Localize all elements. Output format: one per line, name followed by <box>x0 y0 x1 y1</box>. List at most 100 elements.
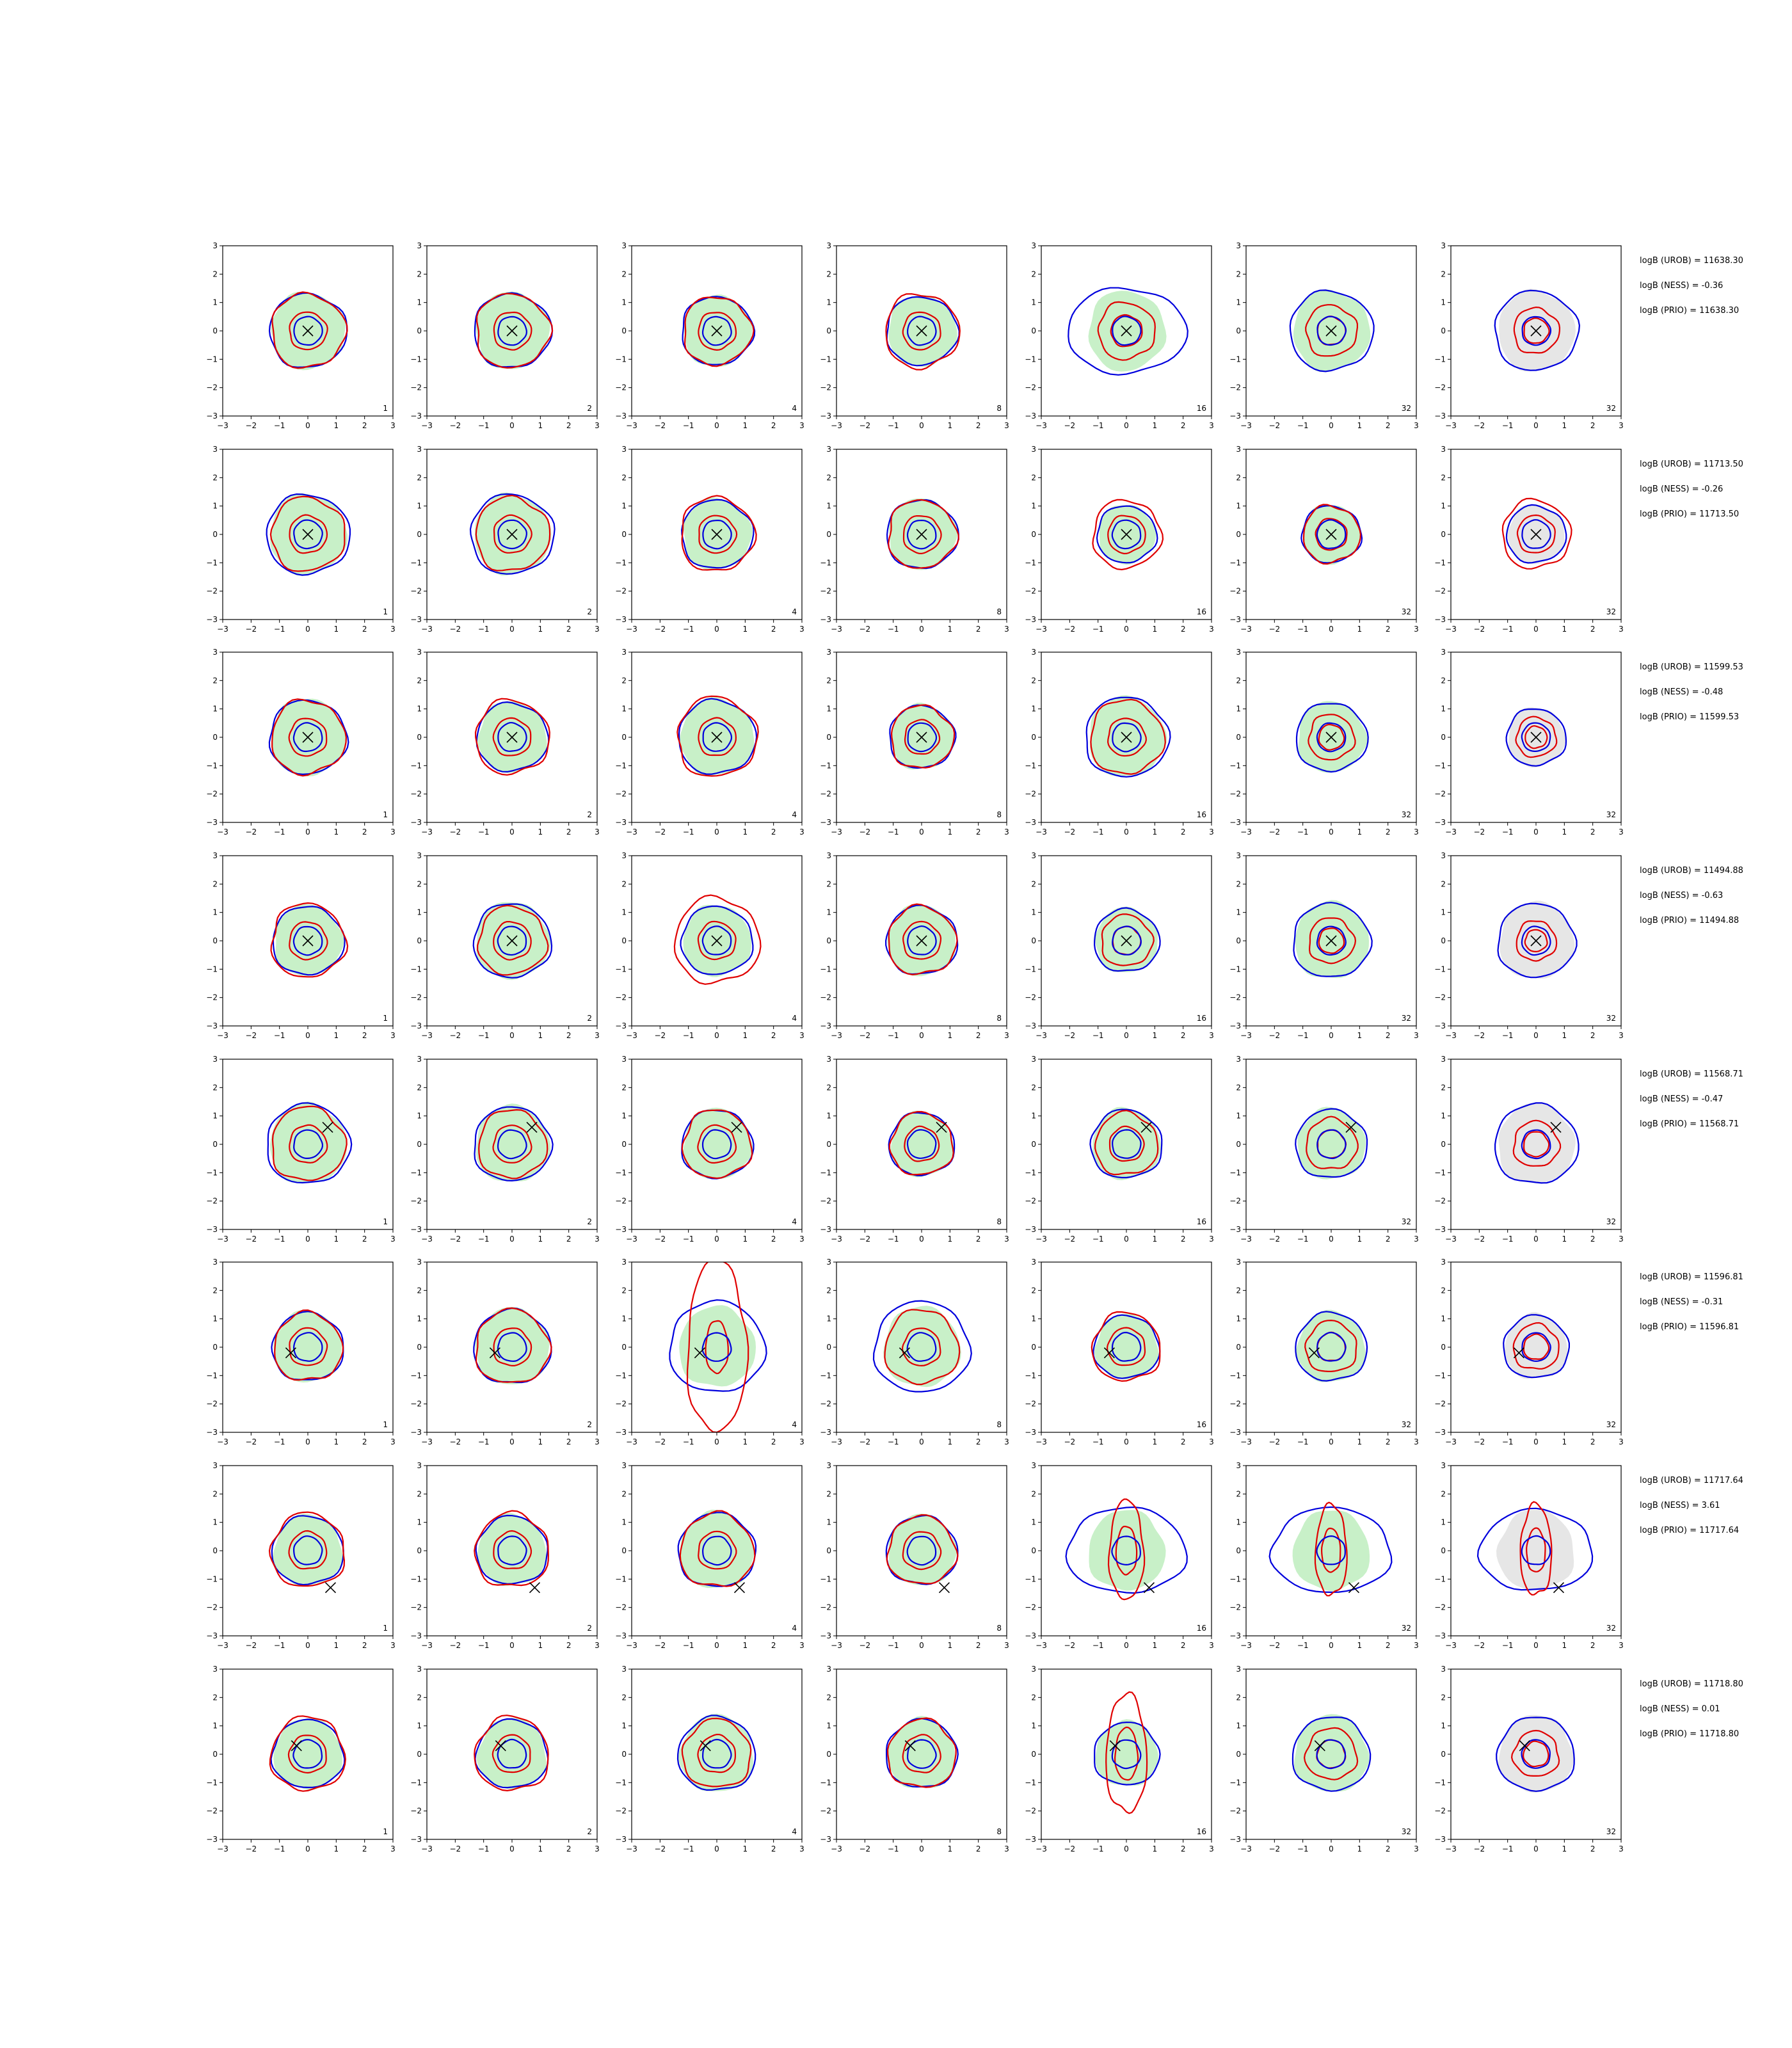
y-tick-label: −3 <box>615 818 627 827</box>
x-tick-label: −1 <box>1092 1235 1104 1244</box>
panel-label: 32 <box>1606 1014 1616 1023</box>
density-fill <box>1089 1510 1166 1591</box>
x-tick-label: 0 <box>714 1437 719 1446</box>
red-contour-outer <box>476 904 549 976</box>
y-tick-label: 0 <box>826 1343 831 1352</box>
red-contour-inner <box>698 312 737 351</box>
y-tick-label: 3 <box>417 648 422 657</box>
y-tick-label: 1 <box>1441 502 1446 511</box>
y-tick-label: 3 <box>621 648 627 657</box>
y-tick-label: 1 <box>212 1518 218 1527</box>
y-tick-label: 1 <box>621 1722 627 1731</box>
y-tick-label: 1 <box>826 705 831 714</box>
red-contour-inner <box>289 1327 328 1366</box>
x-tick-label: 0 <box>1124 1844 1129 1853</box>
y-tick-label: 0 <box>417 530 422 539</box>
red-contour-outer <box>476 1307 552 1383</box>
y-tick-label: 3 <box>212 1055 218 1064</box>
blue-contour-outer <box>680 905 754 975</box>
y-tick-label: 0 <box>826 936 831 945</box>
x-tick-label: −3 <box>1445 1235 1457 1244</box>
x-tick-label: 2 <box>1181 1844 1186 1853</box>
panel-label: 32 <box>1402 1827 1411 1836</box>
x-tick-label: 3 <box>1414 1235 1419 1244</box>
y-tick-label: −1 <box>1025 761 1036 770</box>
x-tick-label: 1 <box>948 421 953 430</box>
x-tick-label: −1 <box>1297 828 1309 836</box>
y-tick-label: 2 <box>621 1693 627 1702</box>
red-contour-inner <box>1320 1527 1341 1573</box>
x-tick-label: 1 <box>538 625 543 634</box>
y-tick-label: 0 <box>1031 530 1036 539</box>
row-stat: logB (PRIO) = 11494.88 <box>1640 916 1739 925</box>
x-tick-label: −3 <box>1036 625 1047 634</box>
x-tick-label: −3 <box>831 1844 842 1853</box>
blue-contour-inner <box>1112 1129 1142 1159</box>
y-tick-label: −2 <box>820 1603 831 1612</box>
x-tick-label: −3 <box>1240 1031 1252 1040</box>
y-tick-label: −2 <box>615 1807 627 1816</box>
blue-contour-inner <box>497 1738 527 1769</box>
red-contour-inner <box>1115 1525 1138 1576</box>
x-tick-label: 1 <box>948 828 953 836</box>
x-tick-label: −2 <box>1473 1437 1485 1446</box>
blue-contour-inner <box>1521 1129 1551 1160</box>
x-tick-label: −2 <box>859 625 870 634</box>
density-fill <box>1292 1510 1370 1592</box>
x-tick-label: 3 <box>1414 1641 1419 1650</box>
x-tick-label: 1 <box>1357 828 1363 836</box>
x-tick-label: −3 <box>626 625 637 634</box>
y-tick-label: −1 <box>1434 355 1446 364</box>
y-tick-label: 0 <box>621 530 627 539</box>
x-tick-label: 2 <box>1590 1235 1596 1244</box>
y-tick-label: −3 <box>410 1021 422 1030</box>
y-tick-label: 2 <box>1441 269 1446 278</box>
x-tick-label: 2 <box>566 421 572 430</box>
y-tick-label: 3 <box>212 648 218 657</box>
panel-label: 32 <box>1402 404 1411 413</box>
true-value-marker <box>916 935 927 947</box>
y-tick-label: 3 <box>1441 648 1446 657</box>
x-tick-label: 0 <box>1124 1031 1129 1040</box>
y-tick-label: −2 <box>206 1807 218 1816</box>
y-tick-label: −2 <box>1025 1197 1036 1206</box>
x-tick-label: 0 <box>919 828 924 836</box>
y-tick-label: 0 <box>1441 733 1446 742</box>
red-contour-outer <box>475 494 551 572</box>
y-tick-label: 3 <box>212 445 218 454</box>
x-tick-label: 0 <box>1329 1844 1334 1853</box>
y-tick-label: 0 <box>621 1343 627 1352</box>
x-tick-label: −2 <box>245 1641 257 1650</box>
row-stat: logB (NESS) = -0.31 <box>1640 1297 1723 1307</box>
true-value-marker <box>1143 1582 1155 1594</box>
blue-contour-inner <box>1111 1535 1142 1566</box>
blue-contour-inner <box>1316 925 1347 956</box>
density-fill <box>888 295 957 367</box>
blue-contour-inner <box>293 1535 323 1565</box>
x-tick-label: −3 <box>626 1437 637 1446</box>
panel-label: 2 <box>587 1014 592 1023</box>
x-tick-label: 3 <box>799 1031 804 1040</box>
x-tick-label: 1 <box>334 1235 339 1244</box>
row-stat: logB (NESS) = 0.01 <box>1640 1704 1720 1714</box>
x-tick-label: 0 <box>305 625 310 634</box>
x-tick-label: −3 <box>421 421 433 430</box>
x-tick-label: −1 <box>1502 1844 1514 1853</box>
y-tick-label: −2 <box>1434 383 1446 392</box>
y-tick-label: 2 <box>826 1083 831 1092</box>
x-tick-label: 2 <box>362 625 367 634</box>
x-tick-label: −3 <box>1036 1235 1047 1244</box>
x-tick-label: 3 <box>390 1844 396 1853</box>
x-tick-label: 2 <box>771 828 776 836</box>
x-tick-label: 1 <box>1562 828 1567 836</box>
x-tick-label: −1 <box>683 1437 694 1446</box>
y-tick-label: 1 <box>417 1518 422 1527</box>
y-tick-label: −1 <box>410 761 422 770</box>
y-tick-label: 0 <box>1441 936 1446 945</box>
x-tick-label: 3 <box>1619 1235 1624 1244</box>
density-fill <box>1297 1107 1366 1180</box>
